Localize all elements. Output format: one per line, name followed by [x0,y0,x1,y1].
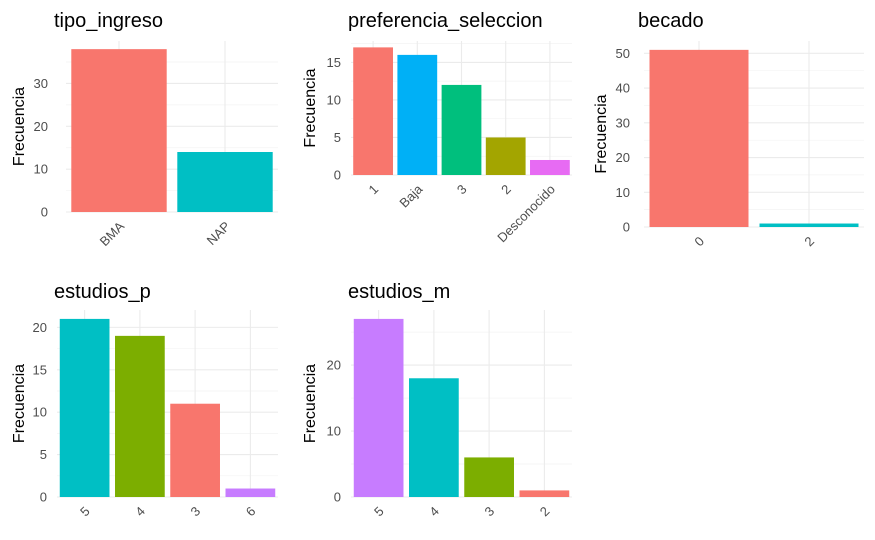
chart-title: preferencia_seleccion [348,10,543,32]
bar-4 [115,335,165,497]
y-axis-label: Frecuencia [11,87,28,166]
panel-estudios-m: 0 10 20 5 4 3 2 estudios_m Frecuencia [302,281,572,519]
bar-3 [464,457,514,497]
y-tick-label: 40 [616,81,630,96]
bar-Baja [397,54,438,175]
y-tick-label: 20 [34,119,48,134]
x-tick-label: NAP [204,219,234,249]
y-tick-label: 5 [334,130,341,145]
x-tick-label: 6 [243,504,259,520]
bar-0 [649,49,749,227]
y-tick-label: 10 [327,92,341,107]
panel-estudios-p: 0 5 10 15 20 5 4 3 6 estudios_p Frecuencia [11,281,278,519]
y-axis-label: Frecuencia [302,364,319,443]
x-tick-label: 3 [188,504,204,520]
bar-Desconocido [530,159,570,175]
y-tick-label: 10 [34,162,48,177]
x-tick-label: 4 [426,504,442,520]
x-tick-label: BMA [97,218,128,249]
x-tick-label: 0 [691,234,707,250]
chart-title: tipo_ingreso [54,10,163,32]
y-tick-label: 20 [616,150,630,165]
y-tick-label: 0 [623,220,630,235]
y-tick-label: 20 [33,320,47,335]
y-tick-label: 10 [33,405,47,420]
x-tick-label: 1 [365,182,381,198]
y-tick-label: 30 [34,76,48,91]
bar-3 [441,84,482,175]
bar-3 [170,403,220,497]
x-tick-label: 2 [801,234,817,250]
y-axis-label: Frecuencia [302,68,319,147]
bar-2 [519,490,570,497]
bar-BMA [71,49,167,213]
y-tick-label: 20 [327,358,341,373]
bar-2 [485,137,526,175]
y-tick-label: 30 [616,115,630,130]
bar-6 [225,488,276,497]
chart-title: becado [638,10,704,32]
bar-NAP [177,152,273,212]
y-axis-label: Frecuencia [593,94,610,173]
y-tick-label: 50 [616,46,630,61]
chart-title: estudios_p [54,281,151,303]
x-tick-label: Baja [396,181,426,211]
x-tick-label: 5 [371,504,387,520]
chart-title: estudios_m [348,281,450,303]
panel-tipo-ingreso: 0 10 20 30 BMA NAP tipo_ingreso Frecuencia [11,10,278,249]
x-tick-label: 4 [132,504,148,520]
y-tick-label: 0 [40,490,47,505]
y-tick-label: 5 [40,447,47,462]
y-tick-label: 10 [327,424,341,439]
x-tick-label: 2 [537,504,553,520]
y-tick-label: 0 [41,205,48,220]
bar-1 [353,47,393,175]
panel-becado: 0 10 20 30 40 50 0 2 becado Frecuencia [593,10,864,249]
y-tick-label: 0 [334,490,341,505]
x-tick-label: 3 [482,504,498,520]
y-tick-label: 15 [33,362,47,377]
y-tick-label: 15 [327,55,341,70]
x-tick-label: 2 [498,182,514,198]
bar-4 [409,378,459,497]
bar-5 [59,318,110,497]
x-tick-label: 5 [77,504,93,520]
x-tick-label: 3 [454,182,470,198]
bar-5 [353,318,404,497]
y-tick-label: 10 [616,185,630,200]
y-axis-label: Frecuencia [11,364,28,443]
y-tick-label: 0 [334,168,341,183]
bar-2 [759,223,859,227]
